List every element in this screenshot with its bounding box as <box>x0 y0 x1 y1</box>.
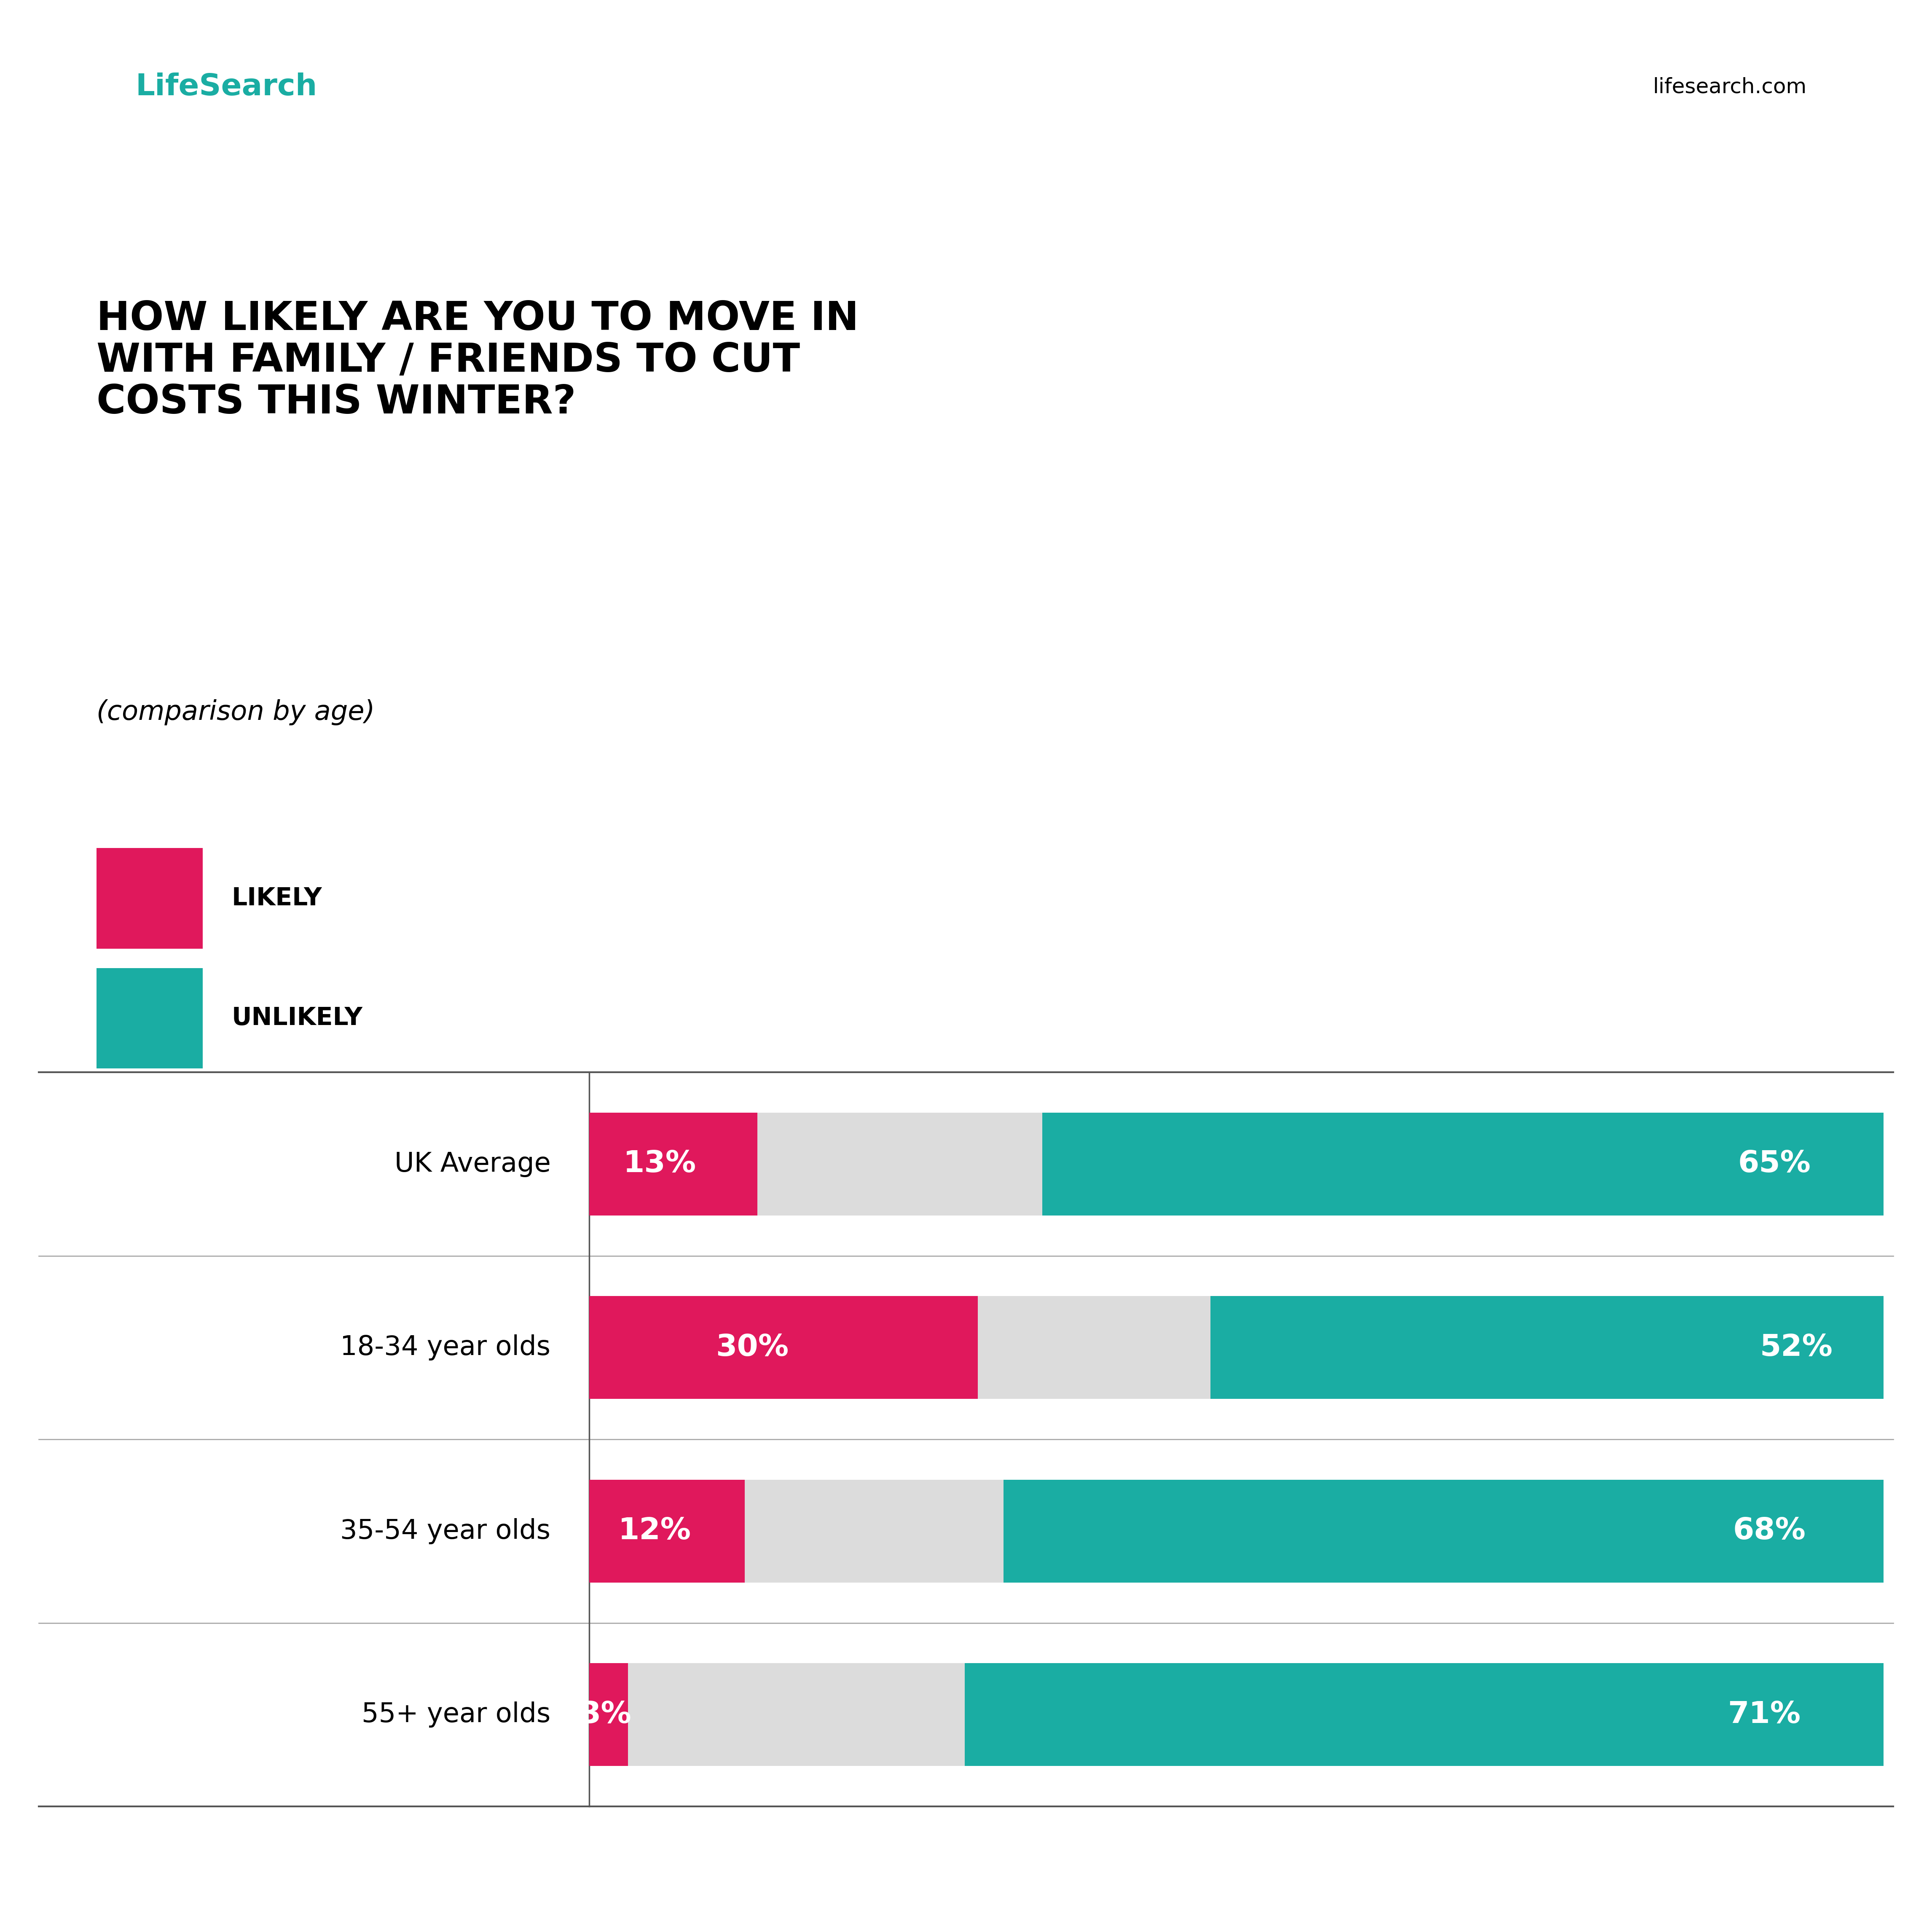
Text: HOW LIKELY ARE YOU TO MOVE IN
WITH FAMILY / FRIENDS TO CUT
COSTS THIS WINTER?: HOW LIKELY ARE YOU TO MOVE IN WITH FAMIL… <box>97 299 860 421</box>
FancyBboxPatch shape <box>589 1480 744 1582</box>
FancyBboxPatch shape <box>589 1113 1884 1215</box>
Text: LifeSearch: LifeSearch <box>135 71 317 102</box>
Text: 35-54 year olds: 35-54 year olds <box>340 1519 551 1544</box>
Text: UK Average: UK Average <box>394 1151 551 1177</box>
Text: 55+ year olds: 55+ year olds <box>361 1702 551 1727</box>
Text: (comparison by age): (comparison by age) <box>97 699 375 726</box>
FancyBboxPatch shape <box>589 1113 757 1215</box>
Text: lifesearch.com: lifesearch.com <box>1652 77 1806 97</box>
Text: 12%: 12% <box>618 1517 692 1546</box>
FancyBboxPatch shape <box>589 1296 1884 1399</box>
FancyBboxPatch shape <box>589 1663 628 1766</box>
FancyBboxPatch shape <box>589 1663 1884 1766</box>
FancyBboxPatch shape <box>589 1480 1884 1582</box>
Text: 65%: 65% <box>1739 1150 1810 1179</box>
Text: 52%: 52% <box>1760 1333 1833 1362</box>
FancyBboxPatch shape <box>1043 1113 1884 1215</box>
Text: 3%: 3% <box>580 1700 632 1729</box>
Text: 13%: 13% <box>624 1150 696 1179</box>
Text: LIKELY: LIKELY <box>232 887 323 910</box>
Text: 71%: 71% <box>1727 1700 1801 1729</box>
FancyBboxPatch shape <box>97 968 203 1068</box>
FancyBboxPatch shape <box>1211 1296 1884 1399</box>
FancyBboxPatch shape <box>97 848 203 949</box>
Text: 30%: 30% <box>717 1333 788 1362</box>
Text: UNLIKELY: UNLIKELY <box>232 1007 363 1030</box>
FancyBboxPatch shape <box>589 1296 978 1399</box>
Text: 18-34 year olds: 18-34 year olds <box>340 1335 551 1360</box>
FancyBboxPatch shape <box>964 1663 1884 1766</box>
FancyBboxPatch shape <box>1003 1480 1884 1582</box>
Text: 68%: 68% <box>1733 1517 1806 1546</box>
